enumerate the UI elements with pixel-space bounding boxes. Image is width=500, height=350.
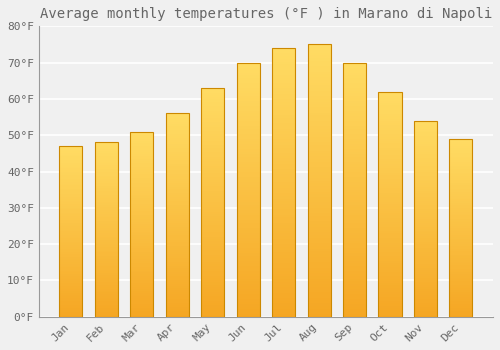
Bar <box>95 142 118 317</box>
Bar <box>414 121 437 317</box>
Bar <box>236 63 260 317</box>
Bar <box>378 92 402 317</box>
Bar <box>272 48 295 317</box>
Bar <box>450 139 472 317</box>
Bar <box>166 113 189 317</box>
Bar <box>201 88 224 317</box>
Bar <box>308 44 330 317</box>
Bar <box>60 146 82 317</box>
Bar <box>130 132 154 317</box>
Title: Average monthly temperatures (°F ) in Marano di Napoli: Average monthly temperatures (°F ) in Ma… <box>40 7 492 21</box>
Bar <box>343 63 366 317</box>
